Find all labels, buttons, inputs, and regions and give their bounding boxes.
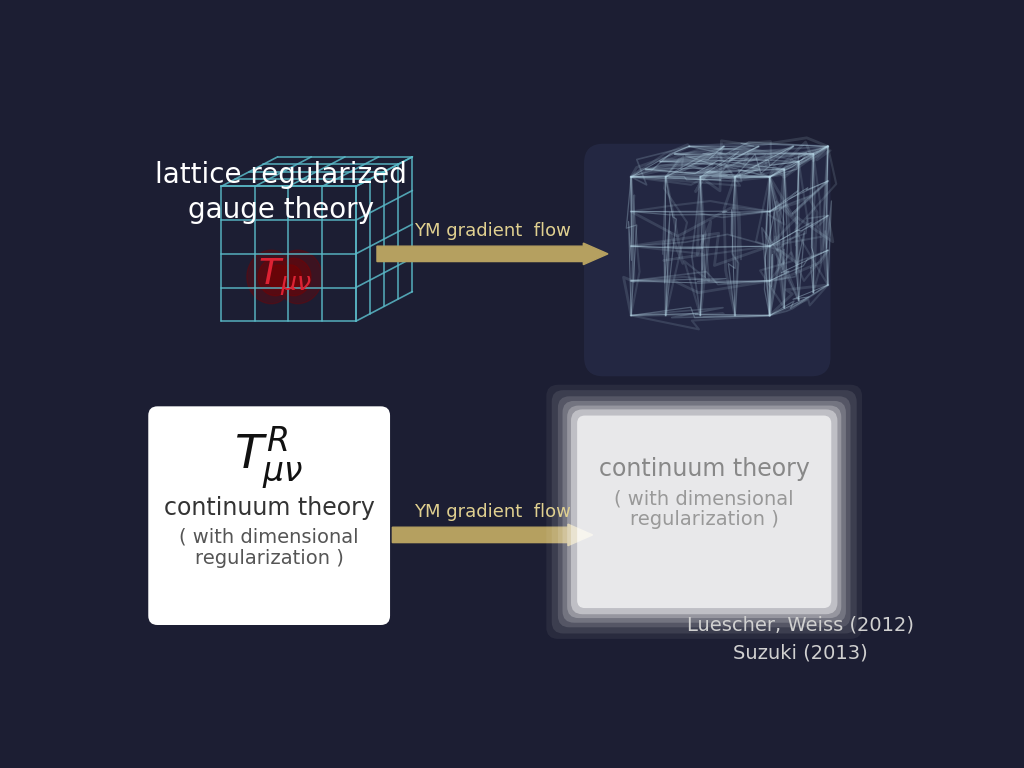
FancyBboxPatch shape (584, 144, 830, 376)
Text: ( with dimensional: ( with dimensional (614, 489, 794, 508)
Text: Luescher, Weiss (2012)
Suzuki (2013): Luescher, Weiss (2012) Suzuki (2013) (687, 615, 914, 662)
Polygon shape (267, 265, 301, 289)
FancyBboxPatch shape (552, 390, 857, 634)
FancyBboxPatch shape (547, 385, 862, 639)
FancyBboxPatch shape (558, 396, 851, 627)
Text: YM gradient  flow: YM gradient flow (414, 503, 571, 521)
Text: $T_{\mu\nu}$: $T_{\mu\nu}$ (258, 257, 311, 297)
Text: YM gradient  flow: YM gradient flow (414, 222, 571, 240)
FancyArrow shape (377, 243, 608, 265)
Text: continuum theory: continuum theory (164, 496, 375, 520)
FancyBboxPatch shape (562, 401, 846, 623)
Text: regularization ): regularization ) (630, 510, 778, 529)
Text: ( with dimensional: ( with dimensional (179, 528, 359, 547)
FancyBboxPatch shape (578, 415, 831, 608)
Polygon shape (258, 258, 311, 296)
Polygon shape (247, 250, 323, 303)
FancyBboxPatch shape (148, 406, 390, 625)
Text: lattice regularized
gauge theory: lattice regularized gauge theory (155, 161, 407, 224)
Text: continuum theory: continuum theory (599, 458, 810, 482)
Text: regularization ): regularization ) (195, 548, 344, 568)
FancyBboxPatch shape (571, 409, 838, 614)
Text: $T^R_{\mu\nu}$: $T^R_{\mu\nu}$ (234, 424, 304, 492)
FancyArrow shape (392, 524, 593, 546)
FancyBboxPatch shape (567, 406, 842, 618)
